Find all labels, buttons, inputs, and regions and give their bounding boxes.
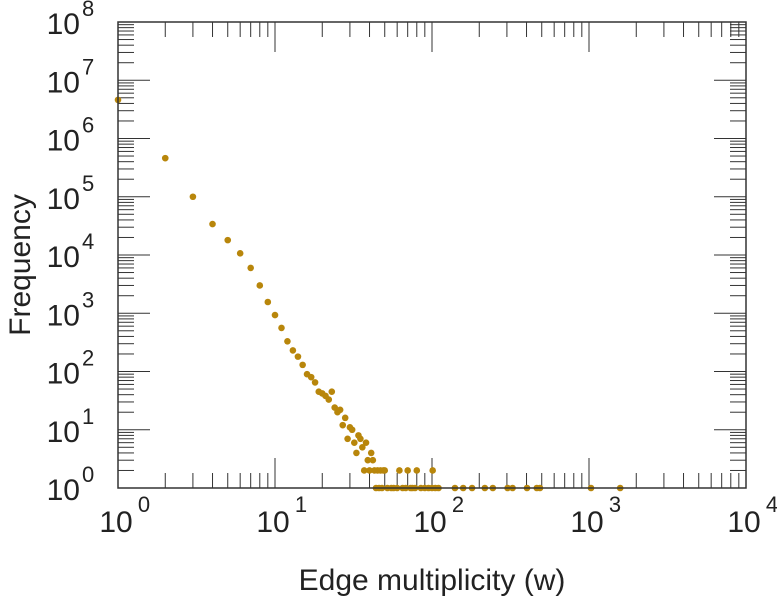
data-point	[367, 449, 375, 457]
data-point	[429, 467, 436, 474]
data-point	[264, 298, 272, 306]
x-tick-label-exponent: 0	[138, 492, 150, 517]
data-point	[353, 449, 360, 457]
data-point	[351, 439, 358, 446]
y-tick-label-exponent: 4	[82, 229, 94, 254]
data-point	[284, 337, 291, 345]
data-point	[413, 467, 421, 474]
data-point	[161, 154, 169, 162]
data-point	[325, 396, 333, 403]
x-tick-label: 10	[99, 506, 132, 539]
data-point	[344, 435, 351, 443]
y-tick-label-exponent: 3	[82, 287, 94, 312]
data-point	[336, 406, 344, 414]
data-point	[307, 373, 315, 381]
data-point	[271, 311, 279, 319]
data-point	[247, 264, 254, 272]
data-point	[311, 379, 319, 386]
y-tick-label: 10	[47, 358, 80, 391]
data-point	[328, 388, 336, 396]
data-point	[278, 324, 285, 332]
x-tick-label: 10	[570, 506, 603, 539]
data-point	[369, 456, 377, 464]
y-axis-label: Frequency	[4, 194, 37, 336]
data-point	[339, 421, 347, 429]
y-tick-label-exponent: 1	[82, 404, 94, 429]
data-point	[236, 249, 244, 257]
data-point	[256, 282, 264, 289]
y-tick-label: 10	[47, 8, 80, 41]
y-tick-label: 10	[47, 183, 80, 216]
x-axis-label: Edge multiplicity (w)	[299, 564, 566, 597]
x-tick-label-exponent: 4	[766, 492, 777, 517]
data-point	[381, 467, 389, 474]
x-tick-label-exponent: 1	[295, 492, 307, 517]
data-point	[289, 347, 297, 354]
data-point	[294, 353, 302, 360]
data-point	[359, 443, 366, 451]
y-tick-label-exponent: 2	[82, 346, 94, 371]
data-point	[366, 467, 373, 474]
x-tick-label: 10	[413, 506, 446, 539]
y-tick-label-exponent: 5	[82, 171, 94, 196]
y-tick-label-exponent: 0	[82, 462, 94, 487]
plot-frame	[117, 21, 747, 489]
data-point	[362, 439, 370, 446]
x-tick-label-exponent: 2	[452, 492, 464, 517]
y-tick-label: 10	[47, 416, 80, 449]
data-point	[396, 467, 403, 474]
data-point	[348, 426, 356, 434]
y-tick-label: 10	[47, 241, 80, 274]
data-point	[224, 236, 232, 244]
x-tick-label: 10	[727, 506, 760, 539]
data-point	[357, 435, 364, 443]
y-tick-label: 10	[47, 66, 80, 99]
x-tick-label-exponent: 3	[609, 492, 621, 517]
axis-ticks	[117, 21, 747, 489]
y-tick-label-exponent: 7	[82, 54, 94, 79]
data-points	[114, 96, 624, 492]
y-tick-label: 10	[47, 125, 80, 158]
x-tick-label: 10	[256, 506, 289, 539]
data-point	[364, 456, 372, 464]
data-point	[360, 467, 368, 474]
data-point	[299, 361, 306, 369]
data-point	[209, 220, 216, 228]
y-tick-label-exponent: 8	[82, 0, 94, 21]
y-tick-label-exponent: 6	[82, 113, 94, 138]
data-point	[189, 193, 197, 201]
y-tick-label: 10	[47, 299, 80, 332]
data-point	[404, 467, 411, 474]
y-tick-label: 10	[47, 474, 80, 507]
data-point	[341, 414, 349, 422]
